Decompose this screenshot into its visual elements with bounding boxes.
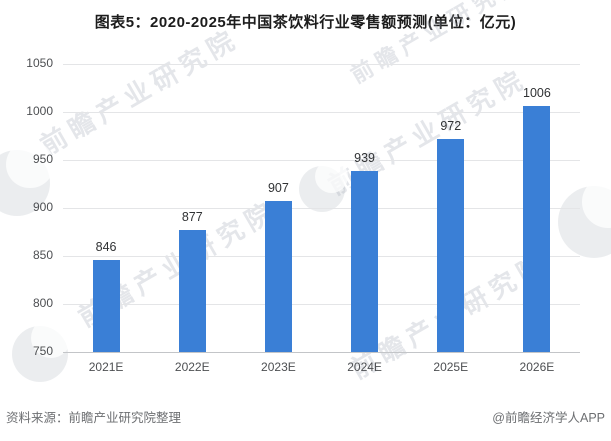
bar-value-label-2026E: 1006 — [523, 86, 551, 101]
bar-2025E — [437, 138, 465, 352]
brand-note: @前瞻经济学人APP — [492, 411, 605, 425]
bar-2022E — [178, 230, 206, 352]
bar-value-label-2024E: 939 — [354, 150, 375, 165]
chart-title: 图表5：2020-2025年中国茶饮料行业零售额预测(单位：亿元) — [94, 14, 517, 31]
y-axis-tick-850: 850 — [32, 248, 53, 262]
bar-value-label-2025E: 972 — [440, 118, 462, 133]
gridline-1000 — [63, 112, 580, 113]
bar-2024E — [351, 170, 379, 352]
bar-value-label-2023E: 907 — [267, 181, 289, 196]
gridline-950 — [63, 160, 580, 161]
gridline-800 — [63, 304, 580, 305]
y-axis-tick-1000: 1000 — [26, 104, 53, 118]
x-axis-tick-2023E: 2023E — [261, 360, 296, 374]
bar-2021E — [92, 259, 120, 352]
gridline-900 — [63, 208, 580, 209]
footer: 资料来源：前瞻产业研究院整理 @前瞻经济学人APP — [6, 407, 605, 426]
y-axis-tick-750: 750 — [32, 344, 53, 358]
x-axis-tick-2024E: 2024E — [347, 360, 382, 374]
bar-value-label-2021E: 846 — [95, 239, 117, 254]
y-axis-tick-1050: 1050 — [26, 56, 53, 70]
bar-2026E — [523, 106, 551, 352]
x-axis-tick-2022E: 2022E — [174, 360, 210, 374]
bar-2023E — [264, 201, 292, 352]
x-axis-tick-2025E: 2025E — [433, 360, 469, 374]
bar-value-label-2022E: 877 — [181, 210, 203, 225]
gridline-850 — [63, 256, 580, 257]
y-axis-tick-950: 950 — [32, 152, 53, 166]
source-note: 资料来源：前瞻产业研究院整理 — [6, 411, 182, 425]
y-axis-tick-800: 800 — [32, 296, 53, 310]
x-axis-tick-2026E: 2026E — [519, 360, 555, 374]
gridline-1050 — [63, 64, 580, 65]
y-axis-tick-900: 900 — [32, 200, 53, 214]
gridline-750 — [63, 352, 580, 353]
x-axis-tick-2021E: 2021E — [88, 360, 124, 374]
